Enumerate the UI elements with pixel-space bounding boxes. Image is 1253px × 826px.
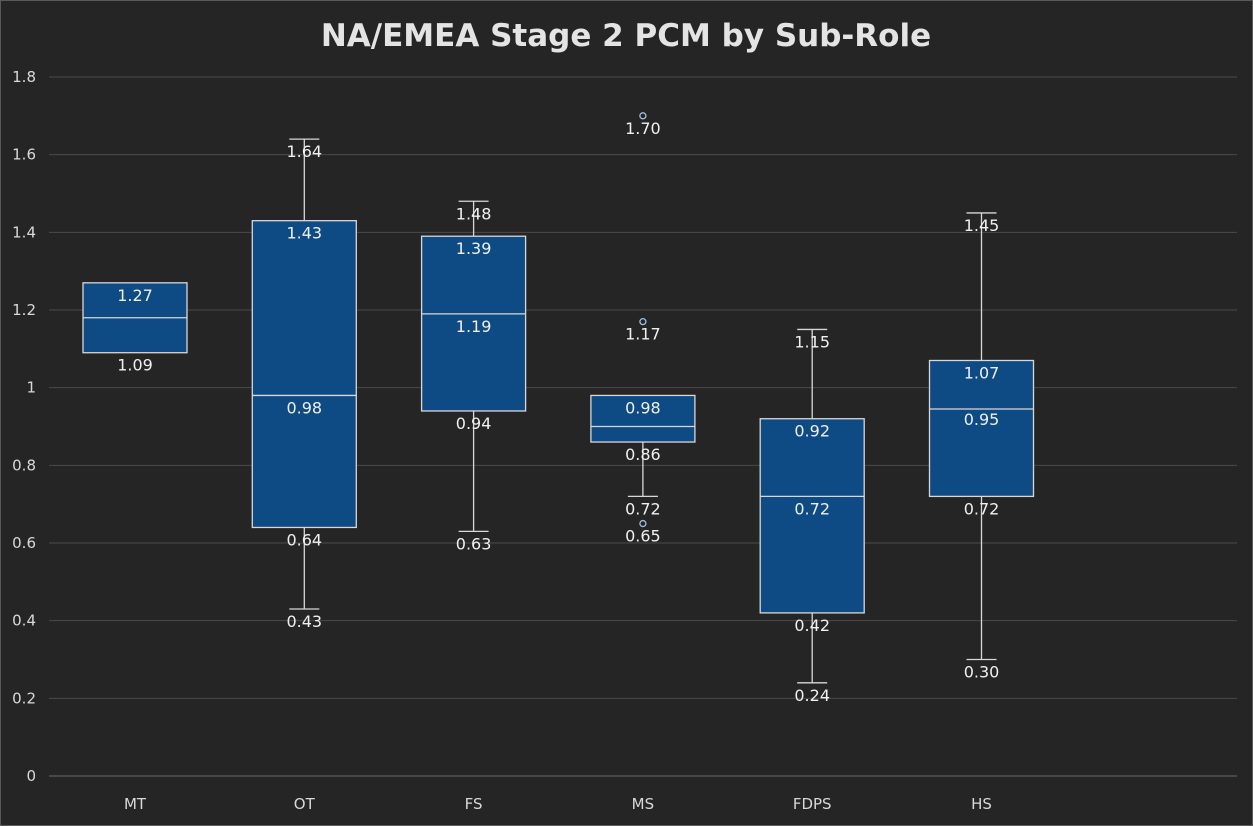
data-label: 1.07 xyxy=(964,363,1000,382)
x-tick-label: FS xyxy=(465,795,483,813)
box-fdps xyxy=(759,328,865,684)
data-labels: 1.27 1.09 1.64 1.43 0.98 0.64 0.43 1.48 1.39 1.19… xyxy=(117,119,999,705)
data-label: 0.65 xyxy=(625,527,661,546)
data-label: 0.98 xyxy=(286,398,322,417)
y-tick-label: 0.8 xyxy=(12,456,36,474)
data-label: 1.48 xyxy=(456,204,492,223)
y-tick-label: 1.4 xyxy=(12,223,36,241)
outlier-point xyxy=(639,519,647,528)
data-label: 1.39 xyxy=(456,239,492,258)
data-label: 0.72 xyxy=(625,499,661,518)
x-tick-label: MS xyxy=(632,795,654,813)
data-label: 0.30 xyxy=(964,663,1000,682)
data-label: 0.64 xyxy=(286,530,322,549)
box-ms xyxy=(590,112,696,528)
data-label: 0.63 xyxy=(456,534,492,553)
data-label: 0.72 xyxy=(964,499,1000,518)
y-tick-label: 1 xyxy=(26,379,36,397)
data-label: 1.19 xyxy=(456,317,492,336)
y-tick-label: 1.8 xyxy=(12,68,36,86)
x-tick-label: OT xyxy=(294,795,316,813)
outlier-point xyxy=(639,317,647,326)
data-label: 0.42 xyxy=(794,616,830,635)
data-label: 1.64 xyxy=(286,142,322,161)
x-tick-label: MT xyxy=(124,795,147,813)
data-label: 1.45 xyxy=(964,216,1000,235)
y-tick-label: 1.6 xyxy=(12,146,36,164)
box-ot xyxy=(251,138,357,610)
box-body xyxy=(928,359,1035,498)
y-axis-ticks: 0 0.2 0.4 0.6 0.8 1 1.2 1.4 1.6 1.8 xyxy=(12,68,36,785)
data-label: 1.43 xyxy=(286,224,322,243)
y-tick-label: 0.4 xyxy=(12,612,36,630)
box-hs xyxy=(928,212,1035,661)
box-mt xyxy=(82,282,188,354)
data-label: 0.86 xyxy=(625,445,661,464)
x-tick-label: HS xyxy=(971,795,992,813)
box-series xyxy=(82,112,1035,684)
data-label: 1.70 xyxy=(625,119,661,138)
outlier-point xyxy=(639,112,647,120)
box-fs xyxy=(420,200,527,532)
box-body xyxy=(251,220,357,529)
data-label: 0.43 xyxy=(286,612,322,631)
box-body xyxy=(420,235,527,412)
y-tick-label: 0 xyxy=(26,767,36,785)
box-body xyxy=(590,394,696,443)
x-axis-ticks: MT OT FS MS FDPS HS xyxy=(124,795,992,813)
data-label: 1.17 xyxy=(625,325,661,344)
data-label: 0.94 xyxy=(456,414,492,433)
box-body xyxy=(759,418,865,614)
data-label: 1.09 xyxy=(117,356,153,375)
x-tick-label: FDPS xyxy=(793,795,832,813)
data-label: 0.24 xyxy=(794,686,830,705)
y-tick-label: 0.2 xyxy=(12,689,36,707)
data-label: 1.15 xyxy=(794,332,830,351)
data-label: 0.98 xyxy=(625,398,661,417)
chart-title: NA/EMEA Stage 2 PCM by Sub-Role xyxy=(321,18,931,54)
data-label: 0.95 xyxy=(964,410,1000,429)
data-label: 0.72 xyxy=(794,499,830,518)
data-label: 0.92 xyxy=(794,422,830,441)
y-tick-label: 0.6 xyxy=(12,534,36,552)
data-label: 1.27 xyxy=(117,286,153,305)
y-tick-label: 1.2 xyxy=(12,301,36,319)
